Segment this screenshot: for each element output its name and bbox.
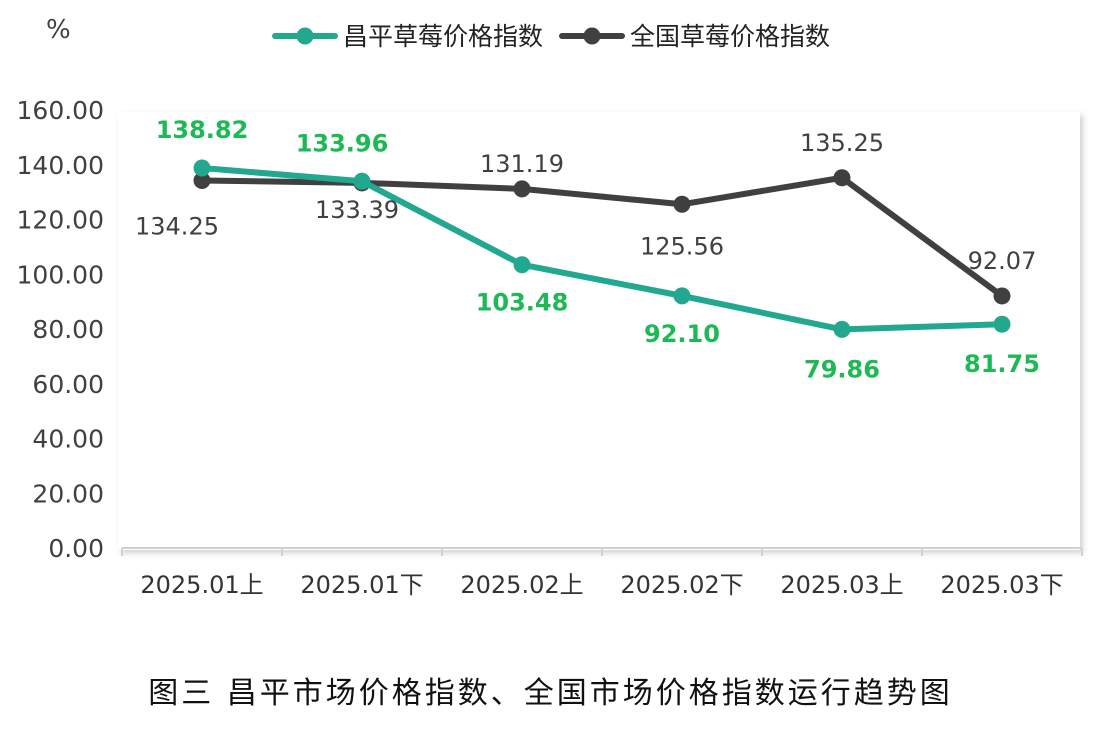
data-label: 79.86 (804, 355, 880, 383)
data-point (993, 287, 1011, 305)
series-line (199, 174, 1005, 299)
plot-area (118, 112, 1080, 550)
legend-swatch-marker (296, 27, 314, 45)
data-label: 131.19 (480, 150, 564, 178)
data-point (193, 171, 211, 189)
data-point (513, 180, 531, 198)
y-tick-label: 20.00 (32, 479, 104, 508)
x-tick-label: 2025.02上 (460, 571, 583, 599)
figure-caption: 图三 昌平市场价格指数、全国市场价格指数运行趋势图 (148, 676, 953, 711)
data-point (833, 169, 851, 187)
data-label: 125.56 (640, 232, 724, 260)
data-point (673, 287, 691, 305)
y-tick-label: 140.00 (17, 151, 104, 180)
data-point (833, 320, 851, 338)
x-tick-label: 2025.03下 (940, 571, 1063, 599)
data-point (513, 256, 531, 274)
y-tick-label: 40.00 (32, 425, 104, 454)
y-tick-label: 0.00 (48, 534, 104, 563)
y-tick-label: 60.00 (32, 370, 104, 399)
y-tick-label: 160.00 (17, 96, 104, 125)
data-point (993, 315, 1011, 333)
data-label: 92.10 (644, 320, 720, 348)
y-tick-label: 100.00 (17, 260, 104, 289)
data-label: 81.75 (964, 350, 1040, 378)
data-label: 134.25 (135, 212, 219, 240)
legend-label: 全国草莓价格指数 (630, 22, 830, 51)
data-label: 133.96 (296, 129, 389, 157)
legend-swatch-marker (583, 27, 601, 45)
data-label: 133.39 (315, 196, 399, 224)
data-label: 138.82 (156, 116, 249, 144)
x-tick-label: 2025.02下 (620, 571, 743, 599)
data-label: 103.48 (476, 289, 569, 317)
y-tick-label: 120.00 (17, 206, 104, 235)
data-label: 92.07 (968, 247, 1037, 275)
y-tick-label: 80.00 (32, 315, 104, 344)
x-tick-label: 2025.03上 (780, 571, 903, 599)
series-line (199, 164, 1005, 333)
data-point (353, 172, 371, 190)
legend-label: 昌平草莓价格指数 (343, 22, 543, 51)
x-tick-label: 2025.01上 (140, 571, 263, 599)
x-tick-label: 2025.01下 (300, 571, 423, 599)
line-chart: % 0.00 20.00 40.00 60.00 80.00 100.00 120.00 140… (17, 15, 1083, 599)
data-point (193, 159, 211, 177)
data-label: 135.25 (800, 129, 884, 157)
data-point (673, 195, 691, 213)
y-unit-label: % (46, 15, 71, 45)
